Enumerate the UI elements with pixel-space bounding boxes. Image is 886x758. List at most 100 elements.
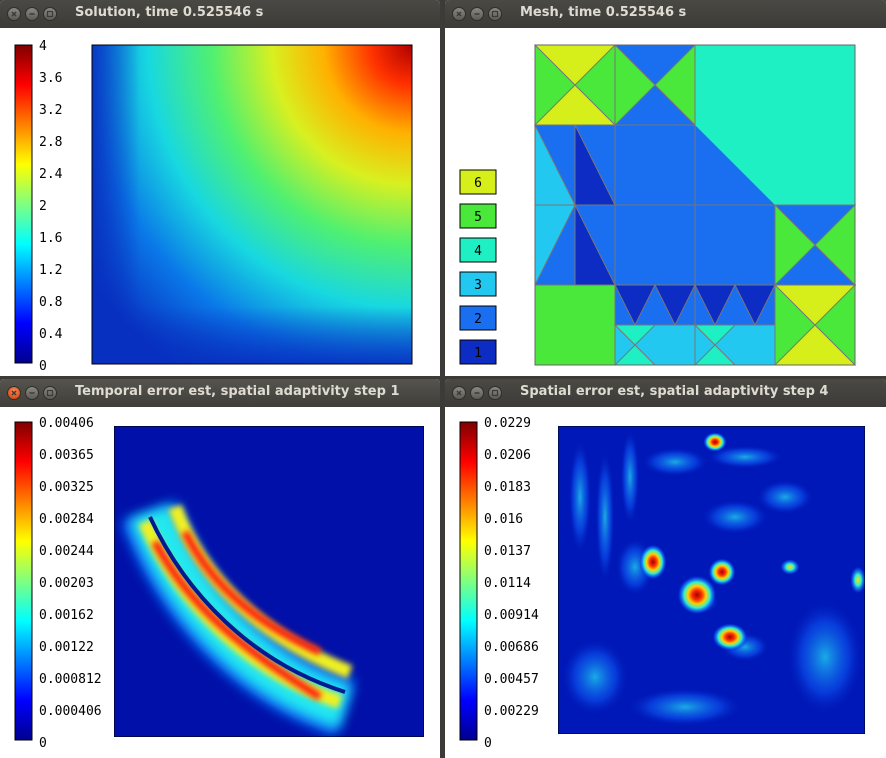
solution-content: 4 3.6 3.2 2.8 2.4 2 1.6 1.2 0.8 0.4 0 bbox=[0, 28, 440, 376]
svg-text:0: 0 bbox=[39, 359, 47, 374]
minimize-icon bbox=[29, 13, 35, 15]
svg-text:1.2: 1.2 bbox=[39, 263, 62, 278]
mesh-window: Mesh, time 0.525546 s 6 5 4 3 2 1 bbox=[445, 0, 886, 376]
mesh-legend-label: 2 bbox=[474, 312, 482, 327]
svg-text:0.00229: 0.00229 bbox=[484, 704, 539, 719]
svg-text:0.00406: 0.00406 bbox=[39, 416, 94, 431]
colorbar bbox=[14, 421, 33, 741]
close-button[interactable] bbox=[452, 386, 466, 400]
svg-text:0.00457: 0.00457 bbox=[484, 672, 539, 687]
svg-text:3.2: 3.2 bbox=[39, 103, 62, 118]
close-button[interactable] bbox=[7, 386, 21, 400]
svg-text:0.00914: 0.00914 bbox=[484, 608, 539, 623]
close-button[interactable] bbox=[452, 7, 466, 21]
spatial-plot[interactable]: 0.0229 0.0206 0.0183 0.016 0.0137 0.0114… bbox=[445, 407, 886, 758]
mesh-legend-label: 3 bbox=[474, 278, 482, 293]
svg-text:0.00162: 0.00162 bbox=[39, 608, 94, 623]
close-button[interactable] bbox=[7, 7, 21, 21]
svg-text:4: 4 bbox=[39, 39, 47, 54]
svg-text:2.8: 2.8 bbox=[39, 135, 62, 150]
svg-text:0.0206: 0.0206 bbox=[484, 448, 531, 463]
maximize-icon bbox=[491, 389, 499, 397]
svg-text:0.00203: 0.00203 bbox=[39, 576, 94, 591]
svg-text:0.000406: 0.000406 bbox=[39, 704, 102, 719]
mesh-legend-item: 1 bbox=[459, 339, 497, 365]
solution-field bbox=[91, 44, 413, 365]
spatial-window: Spatial error est, spatial adaptivity st… bbox=[445, 379, 886, 758]
svg-text:0.000812: 0.000812 bbox=[39, 672, 102, 687]
window-title: Mesh, time 0.525546 s bbox=[520, 5, 687, 20]
svg-text:0.0229: 0.0229 bbox=[484, 416, 531, 431]
mesh-legend-label: 5 bbox=[474, 210, 482, 225]
solution-plot[interactable]: 4 3.6 3.2 2.8 2.4 2 1.6 1.2 0.8 0.4 0 bbox=[0, 28, 440, 376]
minimize-icon bbox=[474, 13, 480, 15]
maximize-button[interactable] bbox=[43, 7, 57, 21]
maximize-icon bbox=[46, 10, 54, 18]
mesh-elements bbox=[533, 44, 857, 366]
close-icon bbox=[456, 11, 462, 17]
minimize-icon bbox=[474, 392, 480, 394]
svg-text:0.8: 0.8 bbox=[39, 295, 62, 310]
mesh-legend-item: 2 bbox=[459, 305, 497, 331]
close-icon bbox=[456, 390, 462, 396]
mesh-legend-label: 1 bbox=[474, 346, 482, 361]
svg-text:0.00325: 0.00325 bbox=[39, 480, 94, 495]
temporal-titlebar[interactable]: Temporal error est, spatial adaptivity s… bbox=[0, 379, 440, 407]
temporal-field bbox=[114, 426, 424, 737]
colorbar-labels: 0.00406 0.00365 0.00325 0.00284 0.00244 … bbox=[39, 416, 102, 751]
mesh-legend-label: 4 bbox=[474, 244, 482, 259]
svg-text:2.4: 2.4 bbox=[39, 167, 63, 182]
spatial-field bbox=[558, 426, 865, 734]
close-icon bbox=[11, 390, 17, 396]
window-title: Solution, time 0.525546 s bbox=[75, 5, 264, 20]
window-title: Temporal error est, spatial adaptivity s… bbox=[75, 384, 400, 399]
mesh-legend-item: 3 bbox=[459, 271, 497, 297]
minimize-button[interactable] bbox=[25, 386, 39, 400]
svg-text:3.6: 3.6 bbox=[39, 71, 62, 86]
mesh-plot[interactable]: 6 5 4 3 2 1 bbox=[445, 28, 886, 376]
svg-text:0.0114: 0.0114 bbox=[484, 576, 531, 591]
minimize-button[interactable] bbox=[25, 7, 39, 21]
minimize-button[interactable] bbox=[470, 386, 484, 400]
minimize-button[interactable] bbox=[470, 7, 484, 21]
temporal-content: 0.00406 0.00365 0.00325 0.00284 0.00244 … bbox=[0, 407, 440, 758]
solution-titlebar[interactable]: Solution, time 0.525546 s bbox=[0, 0, 440, 28]
svg-text:0.00244: 0.00244 bbox=[39, 544, 94, 559]
maximize-button[interactable] bbox=[488, 7, 502, 21]
solution-window: Solution, time 0.525546 s bbox=[0, 0, 440, 376]
colorbar-labels: 4 3.6 3.2 2.8 2.4 2 1.6 1.2 0.8 0.4 0 bbox=[39, 39, 63, 374]
svg-text:0.00284: 0.00284 bbox=[39, 512, 94, 527]
svg-text:0.00686: 0.00686 bbox=[484, 640, 539, 655]
temporal-plot[interactable]: 0.00406 0.00365 0.00325 0.00284 0.00244 … bbox=[0, 407, 440, 758]
svg-text:0.00122: 0.00122 bbox=[39, 640, 94, 655]
maximize-icon bbox=[46, 389, 54, 397]
colorbar bbox=[14, 44, 33, 364]
svg-text:0.016: 0.016 bbox=[484, 512, 523, 527]
temporal-window: Temporal error est, spatial adaptivity s… bbox=[0, 379, 440, 758]
svg-text:2: 2 bbox=[39, 199, 47, 214]
svg-text:0.0183: 0.0183 bbox=[484, 480, 531, 495]
colorbar bbox=[459, 421, 478, 741]
svg-text:1.6: 1.6 bbox=[39, 231, 62, 246]
svg-text:0.00365: 0.00365 bbox=[39, 448, 94, 463]
window-title: Spatial error est, spatial adaptivity st… bbox=[520, 384, 829, 399]
mesh-legend-item: 6 bbox=[459, 169, 497, 195]
colorbar-labels: 0.0229 0.0206 0.0183 0.016 0.0137 0.0114… bbox=[484, 416, 539, 751]
svg-text:0.4: 0.4 bbox=[39, 327, 63, 342]
svg-text:0: 0 bbox=[39, 736, 47, 751]
maximize-icon bbox=[491, 10, 499, 18]
maximize-button[interactable] bbox=[488, 386, 502, 400]
mesh-titlebar[interactable]: Mesh, time 0.525546 s bbox=[445, 0, 886, 28]
maximize-button[interactable] bbox=[43, 386, 57, 400]
mesh-legend-item: 5 bbox=[459, 203, 497, 229]
mesh-legend-item: 4 bbox=[459, 237, 497, 263]
svg-text:0: 0 bbox=[484, 736, 492, 751]
mesh-content: 6 5 4 3 2 1 bbox=[445, 28, 886, 376]
mesh-legend: 6 5 4 3 2 1 bbox=[459, 169, 497, 365]
mesh-legend-label: 6 bbox=[474, 176, 482, 191]
spatial-titlebar[interactable]: Spatial error est, spatial adaptivity st… bbox=[445, 379, 886, 407]
minimize-icon bbox=[29, 392, 35, 394]
svg-text:0.0137: 0.0137 bbox=[484, 544, 531, 559]
spatial-content: 0.0229 0.0206 0.0183 0.016 0.0137 0.0114… bbox=[445, 407, 886, 758]
close-icon bbox=[11, 11, 17, 17]
